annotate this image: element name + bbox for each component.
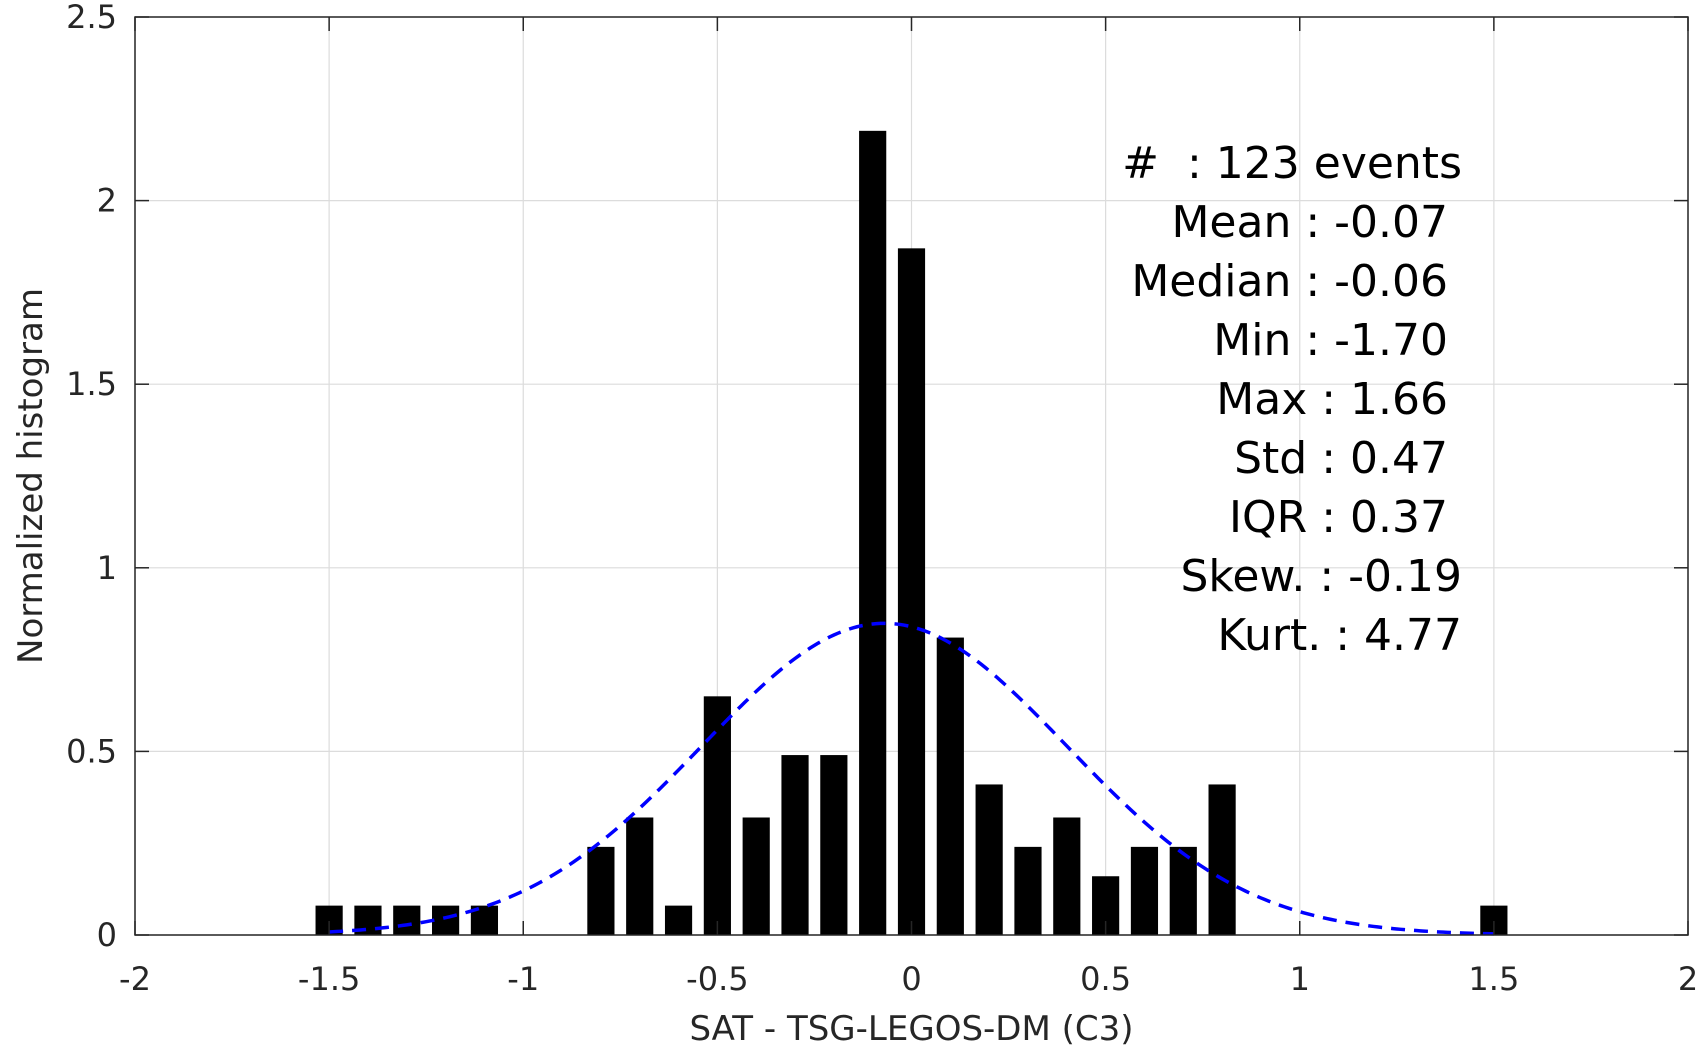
x-axis-label: SAT - TSG-LEGOS-DM (C3) — [689, 1009, 1133, 1049]
stats-line: # : 123 events — [1122, 138, 1462, 189]
stats-line: Min : -1.70 — [1213, 315, 1448, 366]
histogram-bar — [1169, 846, 1197, 935]
x-tick-label: -0.5 — [686, 960, 748, 998]
x-tick-label: 0 — [901, 960, 921, 998]
x-tick-label: 0.5 — [1080, 960, 1131, 998]
histogram-bar — [781, 755, 809, 935]
stats-line: Max : 1.66 — [1216, 374, 1448, 425]
histogram-bar — [975, 784, 1003, 935]
y-tick-label: 1 — [97, 549, 117, 587]
histogram-bar — [393, 905, 421, 935]
y-tick-label: 1.5 — [66, 365, 117, 403]
histogram-bar — [820, 755, 848, 935]
x-tick-label: -2 — [119, 960, 151, 998]
histogram-bar — [897, 248, 926, 935]
histogram-bar — [626, 817, 654, 935]
stats-line: IQR : 0.37 — [1229, 492, 1448, 543]
stats-line: Mean : -0.07 — [1171, 197, 1448, 248]
histogram-bar — [703, 696, 731, 935]
x-tick-label: 1 — [1290, 960, 1310, 998]
y-tick-label: 2.5 — [66, 0, 117, 36]
stats-line: Kurt. : 4.77 — [1217, 610, 1462, 661]
y-tick-label: 2 — [97, 182, 117, 220]
stats-line: Median : -0.06 — [1131, 256, 1448, 307]
histogram-bar — [1130, 846, 1159, 935]
histogram-bar — [742, 817, 770, 935]
histogram-bar — [587, 846, 615, 935]
x-tick-labels: -2 -1.5 -1 -0.5 0 0.5 1 1.5 2 — [119, 960, 1698, 998]
x-tick-label: 1.5 — [1468, 960, 1519, 998]
y-tick-label: 0 — [97, 916, 117, 954]
histogram-bar — [432, 905, 460, 935]
statistics-box: # : 123 events Mean : -0.07 Median : -0.06… — [1122, 138, 1462, 661]
histogram-bar — [1208, 784, 1236, 935]
x-tick-label: -1.5 — [298, 960, 360, 998]
y-tick-label: 0.5 — [66, 732, 117, 770]
stats-line: Std : 0.47 — [1234, 433, 1448, 484]
histogram-bar — [936, 637, 964, 935]
axis-ticks — [134, 16, 1689, 936]
stats-line: Skew. : -0.19 — [1181, 551, 1463, 602]
histogram-bar — [664, 905, 693, 935]
histogram-bar — [1014, 846, 1042, 935]
histogram-bar — [859, 130, 887, 935]
y-tick-labels: 0 0.5 1 1.5 2 2.5 — [66, 0, 117, 954]
histogram-bars — [315, 130, 1508, 935]
y-axis-label: Normalized histogram — [11, 288, 51, 664]
x-tick-label: -1 — [507, 960, 539, 998]
x-tick-label: 2 — [1678, 960, 1698, 998]
histogram-bar — [1053, 817, 1081, 935]
